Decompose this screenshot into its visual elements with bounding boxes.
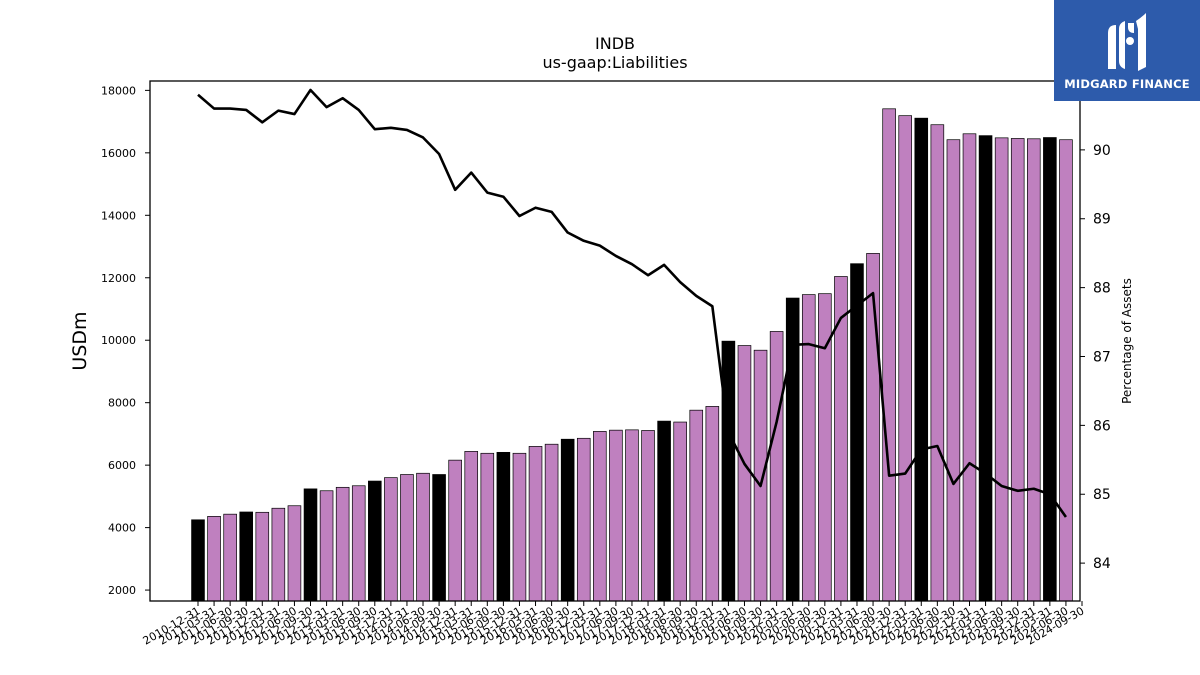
bar-47 <box>946 139 961 602</box>
midgard-logo-icon <box>1108 12 1146 71</box>
bar-14 <box>416 472 430 602</box>
line-series <box>197 88 1067 518</box>
bar-15 <box>432 474 446 602</box>
bar-5 <box>271 507 286 602</box>
bar-51 <box>1010 138 1025 602</box>
y2-tick-label: 90 <box>1093 143 1111 159</box>
bar-34 <box>737 345 752 602</box>
bar-12 <box>384 477 398 602</box>
bar-52 <box>1026 138 1041 602</box>
bar-26 <box>609 429 623 602</box>
brand-logo: MIDGARD FINANCE <box>1054 0 1200 101</box>
logo-text: MIDGARD FINANCE <box>1064 76 1190 91</box>
bar-49 <box>978 135 993 602</box>
bar-28 <box>641 430 655 602</box>
bar-8 <box>319 490 334 602</box>
bar-23 <box>560 438 575 602</box>
bar-7 <box>303 488 318 602</box>
chart-title: INDB <box>595 34 635 53</box>
y2-tick-label: 88 <box>1093 281 1111 297</box>
y-tick-label: 10000 <box>101 334 136 347</box>
bar-series <box>191 108 1073 602</box>
bar-16 <box>448 459 462 602</box>
y2-tick-label: 89 <box>1093 212 1111 228</box>
bar-54 <box>1059 139 1073 602</box>
y2-axis-label: Percentage of Assets <box>1120 278 1134 404</box>
bar-35 <box>753 349 768 602</box>
bar-44 <box>898 115 912 602</box>
bar-17 <box>464 451 479 602</box>
chart-subtitle: us-gaap:Liabilities <box>542 53 687 72</box>
plot-frame <box>149 80 1081 602</box>
bar-10 <box>351 485 366 602</box>
bar-22 <box>544 443 559 602</box>
bar-31 <box>689 409 704 602</box>
bar-50 <box>994 137 1009 602</box>
y-tick-label: 4000 <box>108 522 136 535</box>
bar-36 <box>769 331 784 602</box>
bar-18 <box>480 452 495 602</box>
y-tick-label: 2000 <box>108 584 136 597</box>
y-tick-label: 6000 <box>108 459 136 472</box>
bar-4 <box>255 511 270 602</box>
bar-9 <box>335 486 350 602</box>
percentage-line <box>197 88 1067 518</box>
bar-32 <box>705 406 720 602</box>
y2-tick-label: 85 <box>1093 487 1111 503</box>
y-tick-label: 16000 <box>101 147 136 160</box>
bar-3 <box>239 511 253 602</box>
bar-6 <box>287 505 302 602</box>
bar-45 <box>914 117 929 602</box>
bar-43 <box>882 108 896 602</box>
y2-tick-label: 87 <box>1093 349 1111 365</box>
y-tick-label: 18000 <box>101 84 136 97</box>
bar-11 <box>368 480 382 602</box>
bar-21 <box>528 446 543 602</box>
y-axis-label: USDm <box>69 311 91 370</box>
bar-29 <box>657 420 671 602</box>
y-tick-label: 12000 <box>101 272 136 285</box>
bar-2 <box>223 513 237 602</box>
y-tick-label: 14000 <box>101 209 136 222</box>
bar-48 <box>962 133 977 602</box>
bar-24 <box>576 437 591 602</box>
bar-1 <box>207 516 221 602</box>
bar-27 <box>625 429 639 602</box>
y2-tick-label: 86 <box>1093 418 1111 434</box>
bar-53 <box>1043 137 1057 602</box>
bar-33 <box>721 340 736 602</box>
y2-tick-label: 84 <box>1093 556 1111 572</box>
y-tick-label: 8000 <box>108 397 136 410</box>
bar-0 <box>191 519 205 602</box>
bar-20 <box>512 452 527 602</box>
bar-13 <box>400 474 414 602</box>
bar-19 <box>496 451 511 602</box>
bar-38 <box>801 294 816 602</box>
bar-30 <box>673 421 687 602</box>
bar-41 <box>850 263 864 602</box>
bar-25 <box>593 431 607 602</box>
bar-46 <box>930 124 945 602</box>
